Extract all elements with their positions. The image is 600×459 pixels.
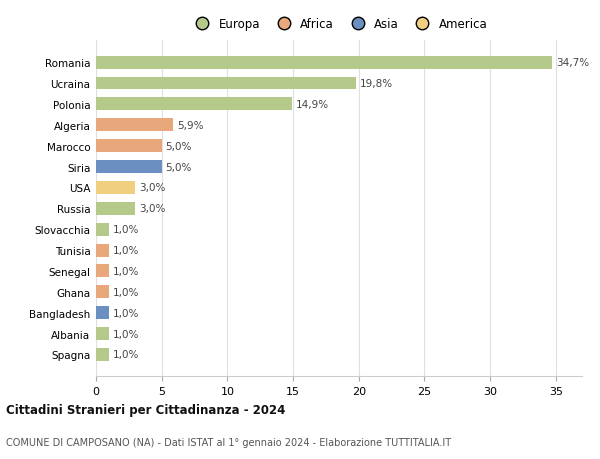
Text: 3,0%: 3,0% [139,204,166,214]
Bar [96,98,292,111]
Text: 3,0%: 3,0% [139,183,166,193]
Text: 5,0%: 5,0% [166,162,192,172]
Text: 1,0%: 1,0% [113,246,139,256]
Bar [96,140,161,153]
Legend: Europa, Africa, Asia, America: Europa, Africa, Asia, America [185,14,493,36]
Text: COMUNE DI CAMPOSANO (NA) - Dati ISTAT al 1° gennaio 2024 - Elaborazione TUTTITAL: COMUNE DI CAMPOSANO (NA) - Dati ISTAT al… [6,437,451,447]
Bar [96,327,109,340]
Bar [96,348,109,361]
Bar [96,78,356,90]
Text: 1,0%: 1,0% [113,225,139,235]
Text: 14,9%: 14,9% [296,100,329,110]
Text: 1,0%: 1,0% [113,350,139,360]
Text: 1,0%: 1,0% [113,266,139,276]
Text: 1,0%: 1,0% [113,287,139,297]
Bar [96,119,173,132]
Bar [96,56,552,69]
Text: Cittadini Stranieri per Cittadinanza - 2024: Cittadini Stranieri per Cittadinanza - 2… [6,403,286,416]
Bar [96,161,161,174]
Text: 5,9%: 5,9% [178,121,204,130]
Bar [96,182,136,195]
Text: 1,0%: 1,0% [113,329,139,339]
Text: 19,8%: 19,8% [360,79,393,89]
Bar [96,244,109,257]
Text: 5,0%: 5,0% [166,141,192,151]
Text: 1,0%: 1,0% [113,308,139,318]
Bar [96,265,109,278]
Bar [96,285,109,299]
Bar [96,223,109,236]
Bar [96,202,136,215]
Bar [96,307,109,319]
Text: 34,7%: 34,7% [556,58,589,68]
